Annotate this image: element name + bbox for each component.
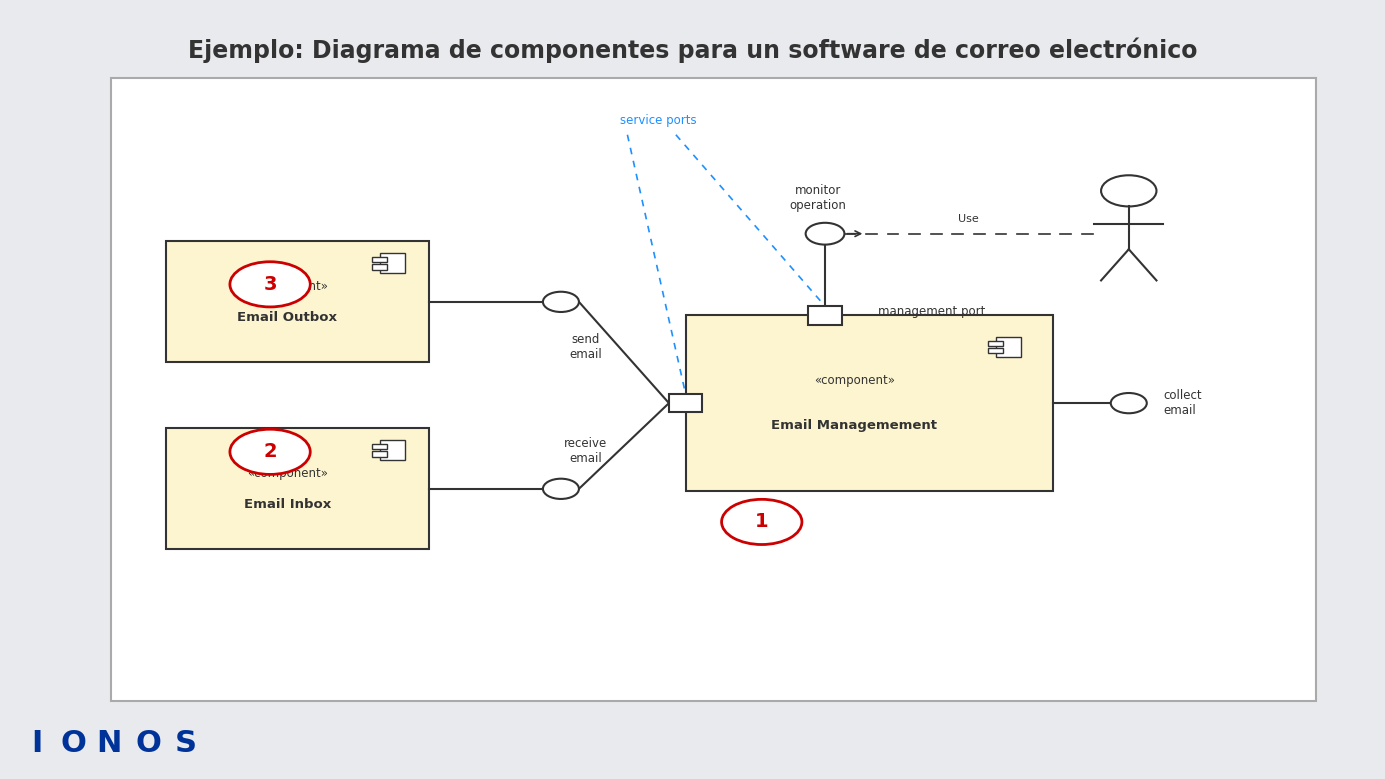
Text: Ejemplo: Diagrama de componentes para un software de correo electrónico: Ejemplo: Diagrama de componentes para un… — [188, 38, 1197, 63]
Text: «component»: «component» — [247, 280, 328, 293]
Text: monitor
operation: monitor operation — [789, 184, 846, 212]
Text: 2: 2 — [263, 442, 277, 461]
Text: receive
email: receive email — [564, 438, 608, 466]
Text: 3: 3 — [263, 275, 277, 294]
Bar — [669, 394, 702, 413]
Text: I: I — [32, 729, 43, 759]
Text: «component»: «component» — [247, 467, 328, 480]
Bar — [371, 257, 386, 262]
Text: Email Managemement: Email Managemement — [771, 419, 938, 432]
Text: 1: 1 — [755, 513, 769, 531]
Bar — [988, 348, 1003, 354]
Text: service ports: service ports — [620, 115, 697, 127]
Text: Email Inbox: Email Inbox — [244, 498, 331, 511]
Circle shape — [230, 429, 310, 474]
Bar — [371, 264, 386, 270]
Bar — [379, 253, 404, 273]
Bar — [371, 451, 386, 456]
Text: Use: Use — [958, 214, 979, 224]
Bar — [379, 440, 404, 460]
Text: O: O — [136, 729, 161, 759]
Bar — [809, 306, 842, 325]
Text: S: S — [175, 729, 197, 759]
Circle shape — [1101, 175, 1156, 206]
Bar — [996, 337, 1021, 357]
Circle shape — [1111, 393, 1147, 413]
Circle shape — [806, 223, 845, 245]
Bar — [371, 444, 386, 449]
Text: Email Outbox: Email Outbox — [237, 311, 338, 324]
Text: «component»: «component» — [814, 374, 895, 387]
Circle shape — [543, 291, 579, 312]
Bar — [166, 428, 429, 549]
Text: N: N — [97, 729, 122, 759]
Text: collect
email: collect email — [1163, 390, 1202, 417]
Circle shape — [230, 262, 310, 307]
Text: O: O — [61, 729, 86, 759]
Text: management port: management port — [878, 305, 985, 318]
Circle shape — [722, 499, 802, 545]
Bar — [111, 78, 1316, 701]
Circle shape — [543, 478, 579, 499]
Bar — [988, 340, 1003, 346]
Bar — [166, 241, 429, 362]
Bar — [686, 315, 1053, 491]
Text: send
email: send email — [569, 333, 602, 361]
